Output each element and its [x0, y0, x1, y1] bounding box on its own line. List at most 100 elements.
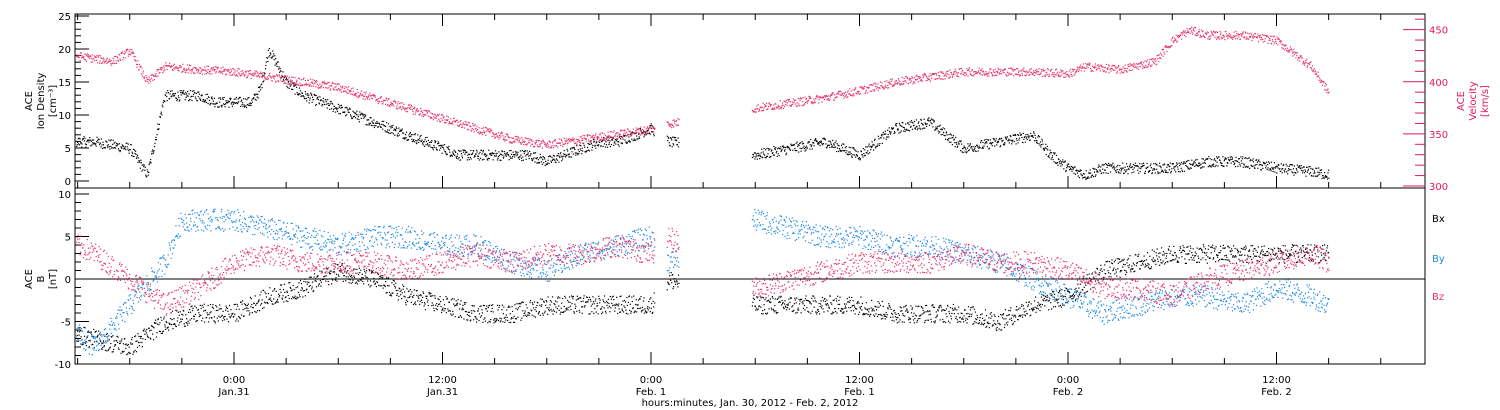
- density-point: [946, 139, 949, 141]
- density-point: [169, 98, 171, 100]
- velocity-point: [242, 70, 244, 72]
- density-point: [416, 140, 418, 142]
- velocity-point: [1257, 33, 1259, 35]
- density-point: [248, 103, 250, 105]
- velocity-point: [1287, 47, 1289, 49]
- velocity-point: [350, 90, 352, 92]
- density-point: [1229, 160, 1231, 162]
- velocity-point: [851, 95, 853, 97]
- density-point: [1098, 165, 1100, 167]
- density-point: [976, 144, 978, 146]
- density-point: [104, 147, 106, 149]
- velocity-point: [831, 94, 833, 96]
- density-point: [764, 156, 766, 159]
- density-point: [899, 124, 901, 126]
- velocity-point: [946, 70, 948, 72]
- velocity-point: [117, 59, 119, 61]
- velocity-point: [1191, 26, 1193, 28]
- velocity-point: [405, 108, 407, 110]
- density-point: [636, 138, 638, 140]
- density-point: [826, 145, 828, 147]
- density-point: [477, 155, 480, 157]
- density-point: [971, 146, 973, 148]
- velocity-point: [603, 133, 606, 135]
- velocity-point: [828, 95, 830, 97]
- velocity-point: [395, 102, 397, 104]
- density-point: [768, 156, 771, 158]
- bx-point: [77, 340, 79, 342]
- velocity-point: [1288, 51, 1291, 53]
- density-point: [506, 151, 508, 154]
- velocity-point: [951, 73, 953, 75]
- velocity-point: [134, 56, 136, 58]
- density-point: [521, 150, 523, 152]
- velocity-point: [1015, 73, 1017, 75]
- velocity-point: [1216, 36, 1218, 38]
- velocity-point: [1070, 68, 1072, 70]
- velocity-point: [1215, 32, 1217, 34]
- density-point: [766, 155, 768, 157]
- velocity-point: [282, 76, 285, 78]
- density-point: [1044, 147, 1046, 149]
- velocity-point: [519, 141, 521, 143]
- velocity-point: [425, 114, 427, 116]
- density-point: [1190, 164, 1192, 166]
- velocity-point: [544, 144, 546, 146]
- velocity-point: [254, 73, 256, 75]
- density-point: [833, 144, 835, 146]
- velocity-point: [1110, 68, 1113, 70]
- velocity-point: [206, 65, 208, 67]
- velocity-point: [1112, 64, 1114, 66]
- density-point: [395, 126, 397, 128]
- density-point: [523, 150, 525, 153]
- velocity-point: [773, 104, 775, 106]
- density-point: [232, 103, 234, 105]
- velocity-point: [1055, 74, 1057, 76]
- density-point: [1304, 169, 1306, 171]
- density-point: [1285, 163, 1287, 165]
- velocity-point: [1099, 70, 1101, 72]
- density-point: [1187, 168, 1189, 170]
- density-point: [830, 142, 832, 144]
- velocity-point: [1203, 36, 1205, 38]
- density-point: [673, 144, 675, 146]
- velocity-point: [462, 122, 465, 124]
- velocity-point: [291, 80, 293, 82]
- velocity-point: [552, 147, 555, 149]
- velocity-point: [1057, 75, 1059, 77]
- density-point: [81, 146, 83, 148]
- x-tick-label-date: Feb. 2: [1261, 387, 1291, 398]
- velocity-point: [481, 134, 483, 136]
- velocity-point: [668, 123, 670, 125]
- density-point: [300, 95, 303, 97]
- velocity-point: [646, 126, 648, 128]
- velocity-point: [566, 140, 568, 142]
- density-point: [449, 151, 451, 153]
- density-point: [538, 161, 540, 164]
- density-point: [1116, 168, 1118, 171]
- velocity-point: [922, 74, 924, 76]
- density-point: [945, 138, 947, 140]
- velocity-point: [592, 137, 594, 139]
- density-point: [156, 128, 159, 130]
- velocity-point: [424, 110, 427, 112]
- velocity-point: [457, 124, 459, 126]
- density-point: [643, 136, 645, 138]
- velocity-point: [928, 75, 930, 77]
- velocity-point: [259, 76, 261, 78]
- density-point: [1022, 141, 1024, 144]
- density-point: [1324, 172, 1326, 174]
- velocity-point: [586, 134, 588, 136]
- density-point: [317, 99, 320, 101]
- velocity-point: [293, 84, 295, 86]
- velocity-point: [828, 99, 830, 102]
- density-point: [1139, 170, 1141, 173]
- density-point: [140, 162, 142, 164]
- density-point: [116, 145, 118, 147]
- density-point: [1156, 168, 1158, 170]
- velocity-point: [638, 127, 640, 129]
- density-point: [486, 158, 488, 160]
- density-point: [330, 101, 332, 103]
- density-point: [1108, 162, 1110, 164]
- density-point: [290, 84, 292, 86]
